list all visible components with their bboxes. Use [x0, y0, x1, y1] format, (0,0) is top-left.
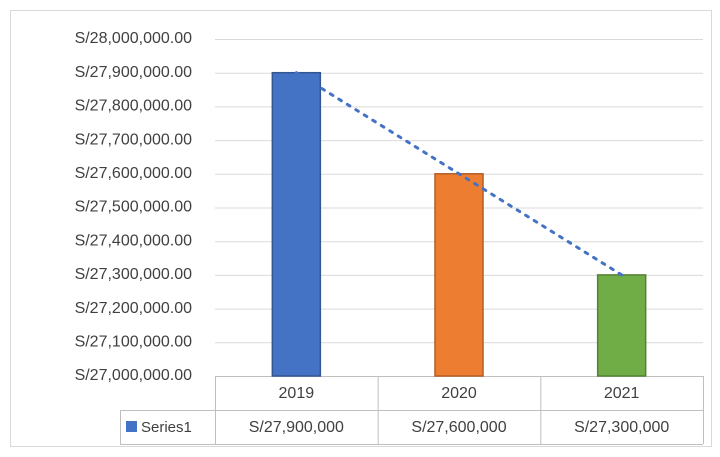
y-tick-label: S/27,100,000.00	[75, 334, 193, 351]
y-tick-label: S/27,700,000.00	[75, 131, 193, 148]
x-tick-label: 2021	[604, 385, 640, 402]
data-table-value: S/27,300,000	[574, 419, 669, 436]
y-tick-label: S/28,000,000.00	[75, 30, 193, 47]
y-tick-label: S/27,900,000.00	[75, 64, 193, 81]
data-table-value: S/27,600,000	[411, 419, 506, 436]
data-table-value: S/27,900,000	[249, 419, 344, 436]
y-tick-label: S/27,500,000.00	[75, 199, 193, 216]
y-tick-label: S/27,600,000.00	[75, 165, 193, 182]
y-tick-label: S/27,000,000.00	[75, 367, 193, 384]
y-tick-label: S/27,300,000.00	[75, 266, 193, 283]
x-tick-label: 2019	[279, 385, 315, 402]
bar	[271, 71, 322, 377]
legend-swatch	[126, 421, 137, 432]
x-tick-label: 2020	[441, 385, 477, 402]
y-tick-label: S/27,800,000.00	[75, 98, 193, 115]
legend-label: Series1	[141, 419, 192, 436]
trendline	[294, 71, 624, 277]
y-tick-label: S/27,200,000.00	[75, 300, 193, 317]
bar	[596, 274, 647, 377]
y-tick-label: S/27,400,000.00	[75, 232, 193, 249]
bar	[434, 173, 484, 377]
chart-border	[10, 10, 712, 447]
